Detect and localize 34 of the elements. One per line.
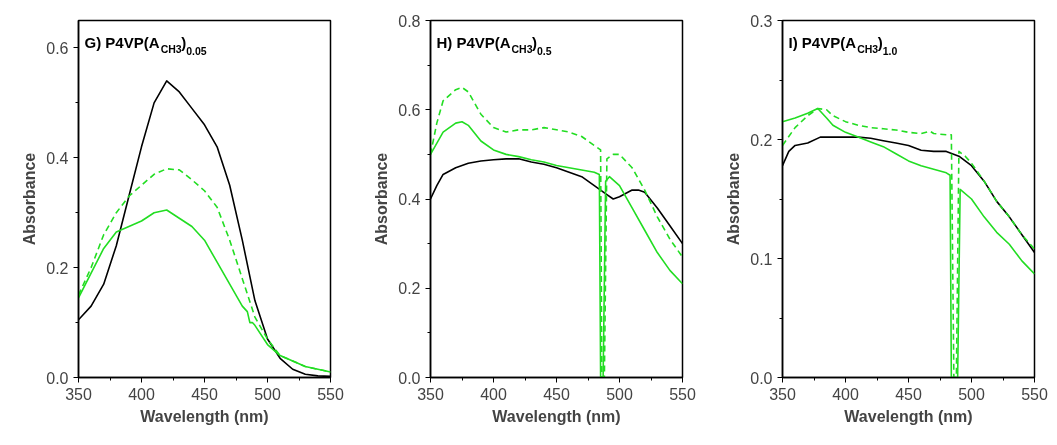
x-axis-title: Wavelength (nm) (844, 407, 973, 425)
y-tick-label: 0.4 (398, 191, 421, 208)
y-tick-label: 0.2 (750, 131, 773, 149)
x-tick-label: 550 (669, 385, 696, 403)
y-tick-label: 0.0 (46, 369, 69, 387)
y-tick-label: 0.4 (46, 149, 69, 167)
x-tick-label: 550 (317, 385, 344, 403)
x-tick-label: 350 (65, 385, 92, 403)
x-tick-label: 400 (832, 385, 859, 403)
y-axis-title: Absorbance (725, 152, 743, 246)
x-tick-label: 350 (769, 385, 796, 403)
x-tick-label: 450 (191, 385, 218, 403)
x-tick-label: 350 (417, 385, 444, 403)
x-tick-label: 400 (480, 385, 507, 403)
y-axis-title: Absorbance (373, 152, 391, 246)
x-axis-title: Wavelength (nm) (140, 407, 269, 425)
x-tick-label: 450 (895, 385, 922, 403)
y-tick-label: 0.6 (398, 101, 421, 119)
x-tick-label: 450 (543, 385, 570, 403)
y-tick-label: 0.8 (398, 12, 421, 30)
y-tick-label: 0.2 (46, 259, 69, 277)
y-axis-title: Absorbance (21, 152, 39, 246)
x-tick-label: 550 (1021, 385, 1048, 403)
y-tick-label: 0.2 (398, 280, 421, 298)
y-tick-label: 0.3 (750, 12, 773, 30)
x-tick-label: 500 (958, 385, 985, 403)
x-tick-label: 500 (254, 385, 281, 403)
y-tick-label: 0.0 (750, 369, 773, 387)
x-tick-label: 400 (128, 385, 155, 403)
x-axis-title: Wavelength (nm) (492, 407, 621, 425)
y-tick-label: 0.1 (750, 250, 773, 268)
y-tick-label: 0.0 (398, 369, 421, 387)
y-tick-label: 0.6 (46, 39, 69, 57)
x-tick-label: 500 (606, 385, 633, 403)
